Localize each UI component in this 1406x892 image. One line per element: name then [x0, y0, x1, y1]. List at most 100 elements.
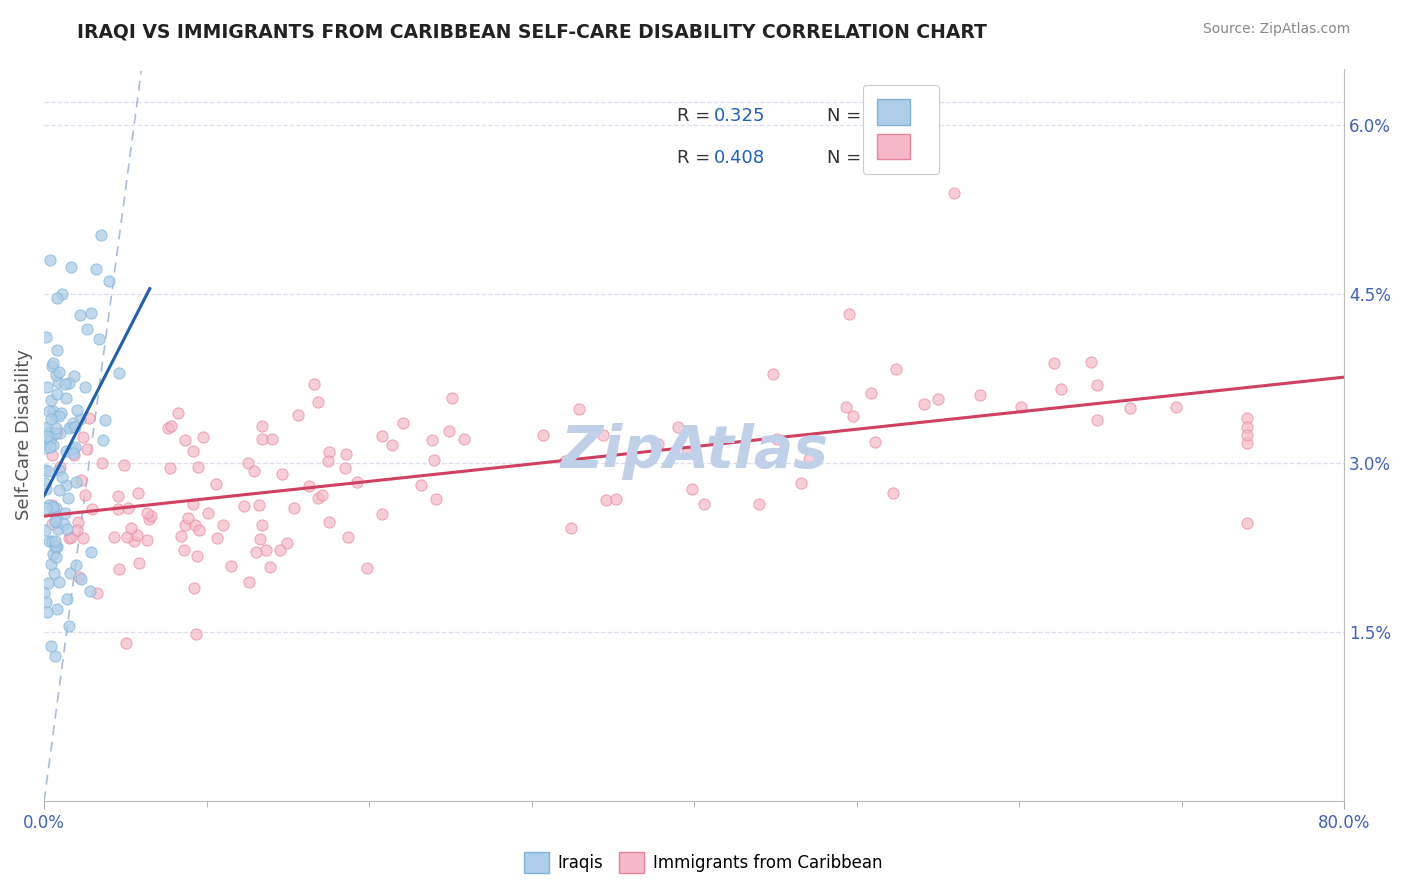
Point: [174, 517, 197, 532]
Text: ZipAtlas: ZipAtlas: [560, 424, 828, 480]
Point: [76, 442, 98, 457]
Point: [45, 539, 67, 553]
Point: [108, 562, 131, 576]
Point: [409, 478, 432, 492]
Point: [55, 443, 77, 458]
Point: [107, 366, 129, 380]
Point: [48, 463, 70, 477]
Point: [766, 432, 789, 446]
Point: [34, 463, 56, 477]
Point: [46, 375, 69, 389]
Point: [249, 498, 271, 512]
Point: [42, 500, 65, 514]
Legend: , : ,: [863, 85, 939, 174]
Text: N =: N =: [827, 107, 866, 125]
Point: [318, 444, 340, 458]
Point: [188, 523, 211, 537]
Point: [41, 498, 63, 512]
Point: [35, 428, 58, 442]
Point: [45, 368, 67, 383]
Text: 143: 143: [863, 149, 897, 167]
Point: [45, 515, 67, 529]
Text: R =: R =: [678, 107, 716, 125]
Point: [41, 356, 63, 370]
Point: [183, 581, 205, 595]
Point: [62, 369, 84, 384]
Point: [173, 543, 195, 558]
Point: [1119, 401, 1142, 415]
Point: [1164, 400, 1187, 414]
Point: [859, 386, 882, 401]
Point: [67, 570, 90, 584]
Point: [262, 432, 284, 446]
Point: [884, 362, 907, 376]
Point: [271, 467, 294, 481]
Point: [174, 433, 197, 447]
Point: [45, 387, 67, 401]
Point: [84, 262, 107, 277]
Point: [307, 491, 329, 505]
Point: [45, 510, 67, 524]
Point: [37, 464, 59, 478]
Point: [67, 515, 90, 529]
Point: [39, 557, 62, 571]
Point: [45, 420, 67, 434]
Point: [34, 441, 56, 455]
Point: [259, 559, 281, 574]
Point: [44, 514, 66, 528]
Point: [254, 543, 277, 558]
Point: [1080, 355, 1102, 369]
Point: [39, 434, 62, 449]
Point: [42, 502, 65, 516]
Point: [73, 379, 96, 393]
Point: [49, 407, 72, 421]
Point: [73, 488, 96, 502]
Point: [647, 437, 669, 451]
Point: [762, 368, 785, 382]
Point: [346, 475, 368, 490]
Point: [186, 627, 208, 641]
Point: [38, 425, 60, 439]
Point: [51, 470, 73, 484]
Point: [59, 529, 82, 543]
Point: [356, 561, 378, 575]
Point: [66, 402, 89, 417]
Point: [605, 491, 627, 506]
Point: [943, 186, 966, 200]
Point: [112, 458, 135, 473]
Point: [107, 501, 129, 516]
Point: [35, 595, 58, 609]
Point: [1236, 410, 1258, 425]
Point: [160, 418, 183, 433]
Point: [72, 531, 94, 545]
Point: [45, 500, 67, 515]
Point: [219, 559, 242, 574]
Point: [48, 365, 70, 379]
Point: [44, 409, 66, 423]
Point: [835, 400, 858, 414]
Point: [245, 545, 267, 559]
Point: [65, 475, 87, 490]
Point: [568, 402, 591, 417]
Point: [595, 492, 617, 507]
Point: [927, 392, 949, 407]
Point: [371, 429, 394, 443]
Point: [62, 442, 84, 457]
Point: [60, 419, 83, 434]
Point: [42, 547, 65, 561]
Point: [276, 535, 298, 549]
Point: [1236, 428, 1258, 442]
Point: [676, 446, 699, 460]
Point: [70, 572, 93, 586]
Point: [91, 434, 114, 448]
Point: [191, 430, 214, 444]
Point: [76, 321, 98, 335]
Point: [125, 528, 148, 542]
Text: 104: 104: [863, 107, 897, 125]
Point: [790, 476, 813, 491]
Point: [176, 511, 198, 525]
Point: [531, 428, 554, 442]
Point: [42, 404, 65, 418]
Point: [838, 307, 860, 321]
Point: [681, 482, 703, 496]
